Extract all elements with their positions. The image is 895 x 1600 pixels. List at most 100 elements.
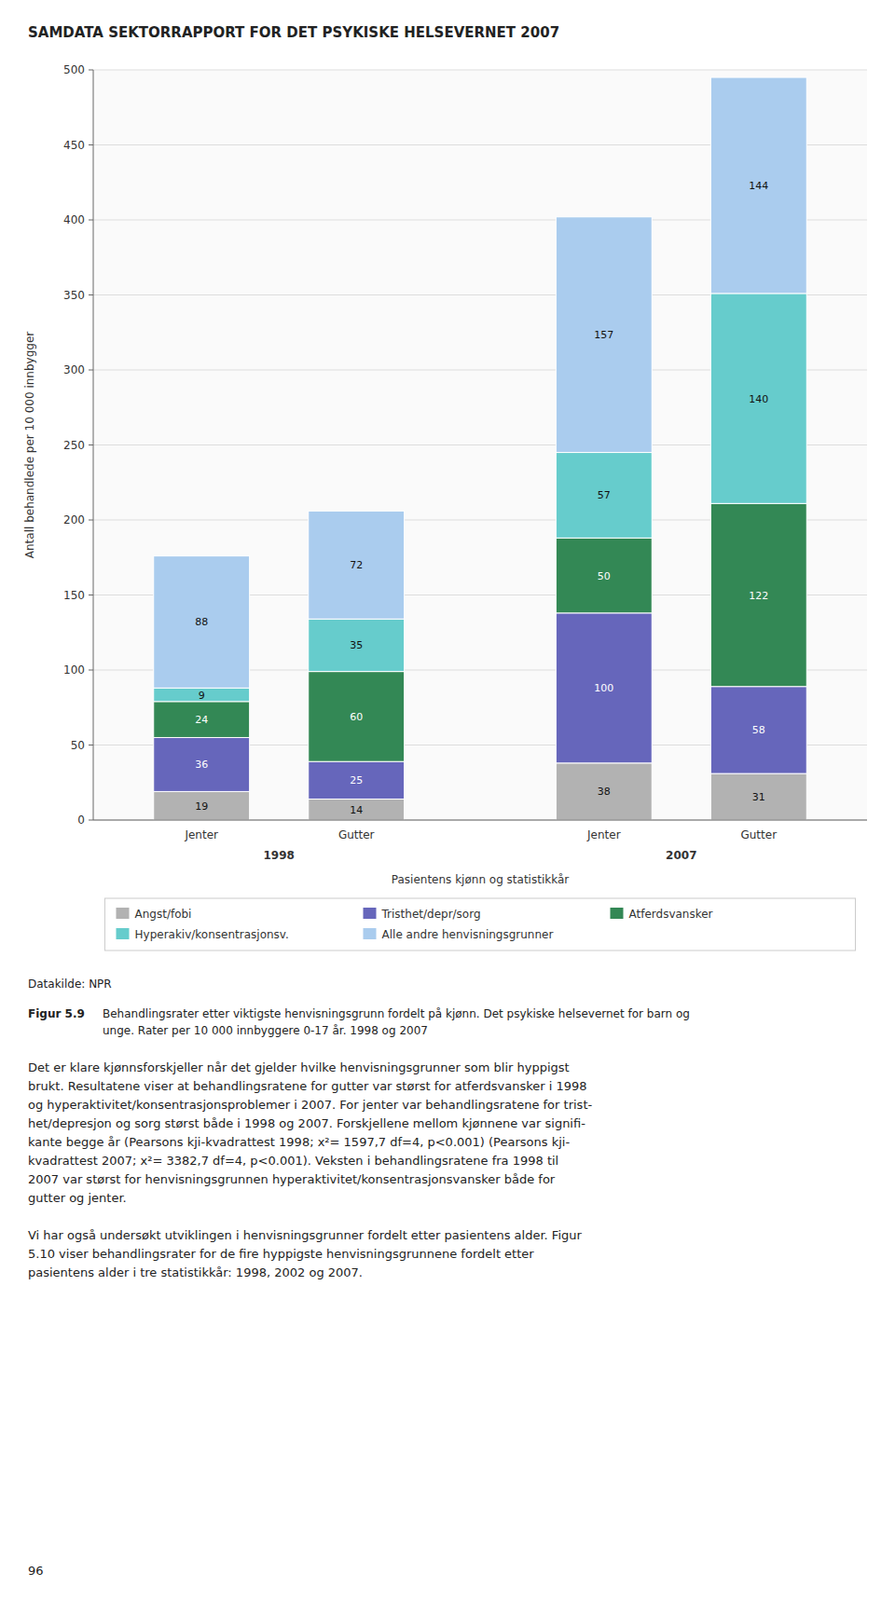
tick-label: Gutter	[338, 828, 375, 842]
group-label: 2007	[665, 849, 697, 863]
data-label: 35	[349, 639, 363, 652]
legend-label: Atferdsvansker	[629, 908, 714, 922]
bar-segment	[710, 687, 807, 774]
bar-segment	[308, 619, 405, 672]
bar-segment	[153, 791, 250, 821]
tick-mark	[88, 670, 94, 672]
tick-mark	[88, 744, 94, 746]
legend-swatch	[363, 928, 377, 940]
tick-label: 450	[63, 138, 85, 152]
legend-swatch	[363, 908, 377, 920]
page: SAMDATA SEKTORRAPPORT FOR DET PSYKISKE H…	[0, 0, 895, 1600]
bar-segment	[308, 798, 405, 821]
figure-caption: Behandlingsrater etter viktigste henvisn…	[102, 1007, 690, 1038]
legend-label: Hyperakiv/konsentrasjonsv.	[135, 928, 290, 942]
data-label: 58	[752, 724, 766, 737]
bar-segment	[555, 613, 652, 764]
tick-label: 100	[63, 663, 85, 677]
data-label: 57	[597, 489, 611, 502]
bar-segment	[153, 737, 250, 792]
figure-caption-label: Figur 5.9	[27, 1007, 85, 1021]
data-label: 24	[194, 714, 208, 727]
tick-label: 50	[70, 739, 85, 753]
bars	[153, 77, 808, 821]
tick-label: Gutter	[740, 828, 777, 842]
bar-segment	[555, 763, 652, 821]
tick-mark	[88, 220, 94, 221]
bar-segment	[153, 688, 250, 702]
data-label: 14	[349, 804, 363, 817]
tick-mark	[88, 294, 94, 296]
tick-label: 250	[63, 439, 85, 453]
tick-label: 300	[63, 363, 85, 377]
background	[0, 0, 895, 1600]
data-label: 19	[194, 800, 208, 813]
tick-mark	[88, 444, 94, 446]
data-label: 50	[597, 570, 611, 583]
legend-label: Alle andre henvisningsgrunner	[382, 928, 554, 942]
tick-mark	[88, 69, 94, 71]
bar-segment	[308, 761, 405, 799]
tick-label: Jenter	[183, 828, 219, 842]
tick-label: Jenter	[586, 828, 621, 842]
data-label: 60	[349, 711, 363, 724]
legend-frame	[105, 898, 856, 951]
bar-segment	[153, 702, 250, 739]
x-axis: Jenter Gutter Jenter Gutter 1998 2007	[183, 828, 777, 863]
data-label: 9	[198, 689, 206, 703]
data-label: 122	[748, 590, 769, 603]
tick-mark	[88, 820, 94, 822]
data-label: 36	[194, 758, 208, 772]
bar-segment	[710, 503, 807, 687]
body-text: Vi har også undersøkt utviklingen i henv…	[27, 1228, 582, 1281]
tick-label: 350	[63, 289, 85, 303]
axis-label: Antall behandlede per 10 000 innbygger	[23, 331, 37, 560]
bar-segment	[153, 556, 250, 689]
tick-mark	[88, 370, 94, 372]
data-labels: 19 14 38 31 36 25 100 58 24 60 50 122 9 35 57 140 88 72 15…	[194, 179, 769, 817]
bar-segment	[710, 77, 807, 294]
tick-label: 200	[63, 513, 85, 527]
plot-area	[93, 69, 868, 821]
bar-segment	[555, 217, 652, 454]
bar-segment	[308, 510, 405, 620]
x-axis-line	[93, 820, 868, 822]
data-label: 157	[593, 329, 614, 342]
tick-mark	[88, 520, 94, 522]
page-number: 96	[27, 1564, 44, 1579]
tick-mark	[88, 594, 94, 596]
bar-segment	[710, 773, 807, 821]
tick-mark	[88, 144, 94, 146]
data-label: 38	[597, 785, 611, 799]
legend-swatch	[610, 908, 624, 920]
grid-line	[93, 820, 868, 822]
legend-label: Tristhet/depr/sorg	[381, 908, 482, 922]
data-label: 88	[194, 616, 208, 629]
legend: Angst/fobi Tristhet/depr/sorg Atferdsvansk…	[105, 898, 856, 951]
body-text: Det er klare kjønnsforskjeller når det g…	[27, 1060, 593, 1206]
legend-swatch	[116, 908, 130, 920]
axis-label: Pasientens kjønn og statistikkår	[391, 873, 569, 887]
legend-swatch	[116, 928, 130, 940]
bar-segment	[555, 453, 652, 539]
data-label: 25	[349, 774, 363, 787]
source: Datakilde: NPR	[27, 977, 112, 992]
data-label: 100	[593, 682, 614, 695]
title: SAMDATA SEKTORRAPPORT FOR DET PSYKISKE H…	[27, 24, 560, 42]
y-axis: 0 50 100 150 200 250 300 350 400 450 500	[63, 63, 868, 827]
bar-segment	[710, 293, 807, 504]
y-axis-line	[93, 69, 95, 821]
bar-segment	[555, 537, 652, 614]
tick-label: 0	[77, 813, 85, 827]
group-label: 1998	[262, 849, 294, 863]
tick-label: 150	[63, 589, 85, 603]
data-label: 140	[748, 393, 769, 406]
data-label: 144	[748, 179, 769, 193]
grid-line	[93, 69, 868, 71]
data-label: 31	[752, 791, 766, 804]
bar-segment	[308, 672, 405, 763]
legend-label: Angst/fobi	[135, 908, 193, 922]
tick-label: 400	[63, 213, 85, 227]
tick-label: 500	[63, 63, 85, 77]
data-label: 72	[349, 559, 363, 572]
